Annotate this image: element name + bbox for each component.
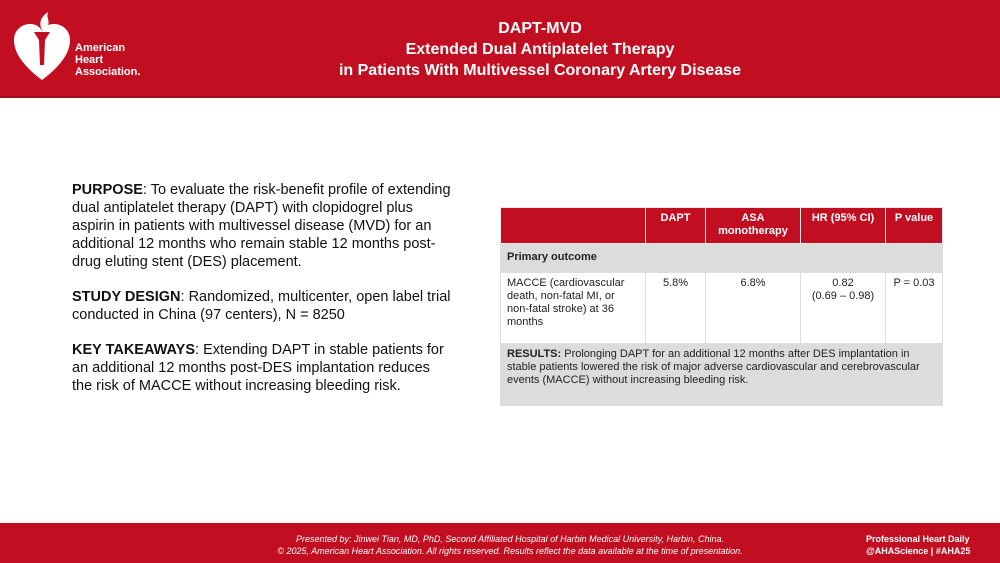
purpose-text: : To evaluate the risk-benefit profile o… bbox=[72, 182, 451, 270]
results-row: RESULTS: Prolonging DAPT for an addition… bbox=[500, 343, 943, 406]
header-cell: P value bbox=[885, 207, 943, 244]
presenter-text: Presented by: Jinwei Tian, MD, PhD, Seco… bbox=[295, 534, 725, 544]
purpose: PURPOSE: To evaluate the risk-benefit pr… bbox=[72, 181, 452, 271]
hr-cell: 0.82 (0.69 – 0.98) bbox=[800, 272, 886, 344]
purpose-label: PURPOSE bbox=[72, 182, 143, 198]
results-label: RESULTS: bbox=[507, 348, 562, 360]
header-cell bbox=[500, 207, 646, 244]
aha-heart-torch-logo-icon bbox=[14, 12, 70, 80]
header-cell: DAPT bbox=[645, 207, 706, 244]
design-label: STUDY DESIGN bbox=[72, 289, 181, 305]
table-header-row: DAPT ASA monotherapy HR (95% CI) P value bbox=[500, 207, 943, 244]
footer: Presented by: Jinwei Tian, MD, PhD, Seco… bbox=[0, 523, 1000, 563]
slide-title: DAPT-MVD Extended Dual Antiplatelet Ther… bbox=[260, 18, 820, 81]
title-line: Extended Dual Antiplatelet Therapy bbox=[405, 41, 675, 58]
header-banner: American Heart Association. DAPT-MVD Ext… bbox=[0, 0, 1000, 98]
summary-text: PURPOSE: To evaluate the risk-benefit pr… bbox=[72, 181, 452, 412]
outcome-cell: MACCE (cardiovascular death, non-fatal M… bbox=[500, 272, 646, 344]
results-text: Prolonging DAPT for an additional 12 mon… bbox=[507, 348, 920, 386]
results-cell: RESULTS: Prolonging DAPT for an addition… bbox=[500, 343, 943, 406]
logo-line: American bbox=[75, 42, 126, 54]
study-design: STUDY DESIGN: Randomized, multicenter, o… bbox=[72, 288, 452, 324]
brand-text: Professional Heart Daily bbox=[866, 534, 970, 544]
takeaways-label: KEY TAKEAWAYS bbox=[72, 342, 196, 358]
header-cell: ASA monotherapy bbox=[705, 207, 801, 244]
title-line: DAPT-MVD bbox=[498, 20, 582, 37]
header-cell: HR (95% CI) bbox=[800, 207, 886, 244]
section-row: Primary outcome bbox=[500, 243, 943, 273]
ci-value: (0.69 – 0.98) bbox=[811, 290, 875, 302]
aha-logo-text: American Heart Association. bbox=[75, 42, 140, 78]
asa-cell: 6.8% bbox=[705, 272, 801, 344]
footer-credits: Presented by: Jinwei Tian, MD, PhD, Seco… bbox=[200, 533, 820, 557]
design-text: : Randomized, multicenter, open label tr… bbox=[72, 289, 451, 323]
hashtags-text: @AHAScience | #AHA25 bbox=[866, 546, 971, 556]
title-line: in Patients With Multivessel Coronary Ar… bbox=[338, 62, 742, 79]
section-label: Primary outcome bbox=[500, 243, 943, 273]
p-cell: P = 0.03 bbox=[885, 272, 943, 344]
table-row: MACCE (cardiovascular death, non-fatal M… bbox=[500, 272, 943, 344]
footer-brand: Professional Heart Daily @AHAScience | #… bbox=[866, 533, 970, 557]
results-table: DAPT ASA monotherapy HR (95% CI) P value… bbox=[500, 207, 943, 406]
logo-line: Association. bbox=[75, 66, 141, 78]
logo-line: Heart bbox=[75, 54, 104, 66]
hr-value: 0.82 bbox=[832, 277, 854, 289]
dapt-cell: 5.8% bbox=[645, 272, 706, 344]
key-takeaways: KEY TAKEAWAYS: Extending DAPT in stable … bbox=[72, 341, 452, 395]
takeaways-text: : Extending DAPT in stable patients for … bbox=[72, 342, 444, 394]
copyright-text: © 2025, American Heart Association. All … bbox=[277, 546, 743, 556]
